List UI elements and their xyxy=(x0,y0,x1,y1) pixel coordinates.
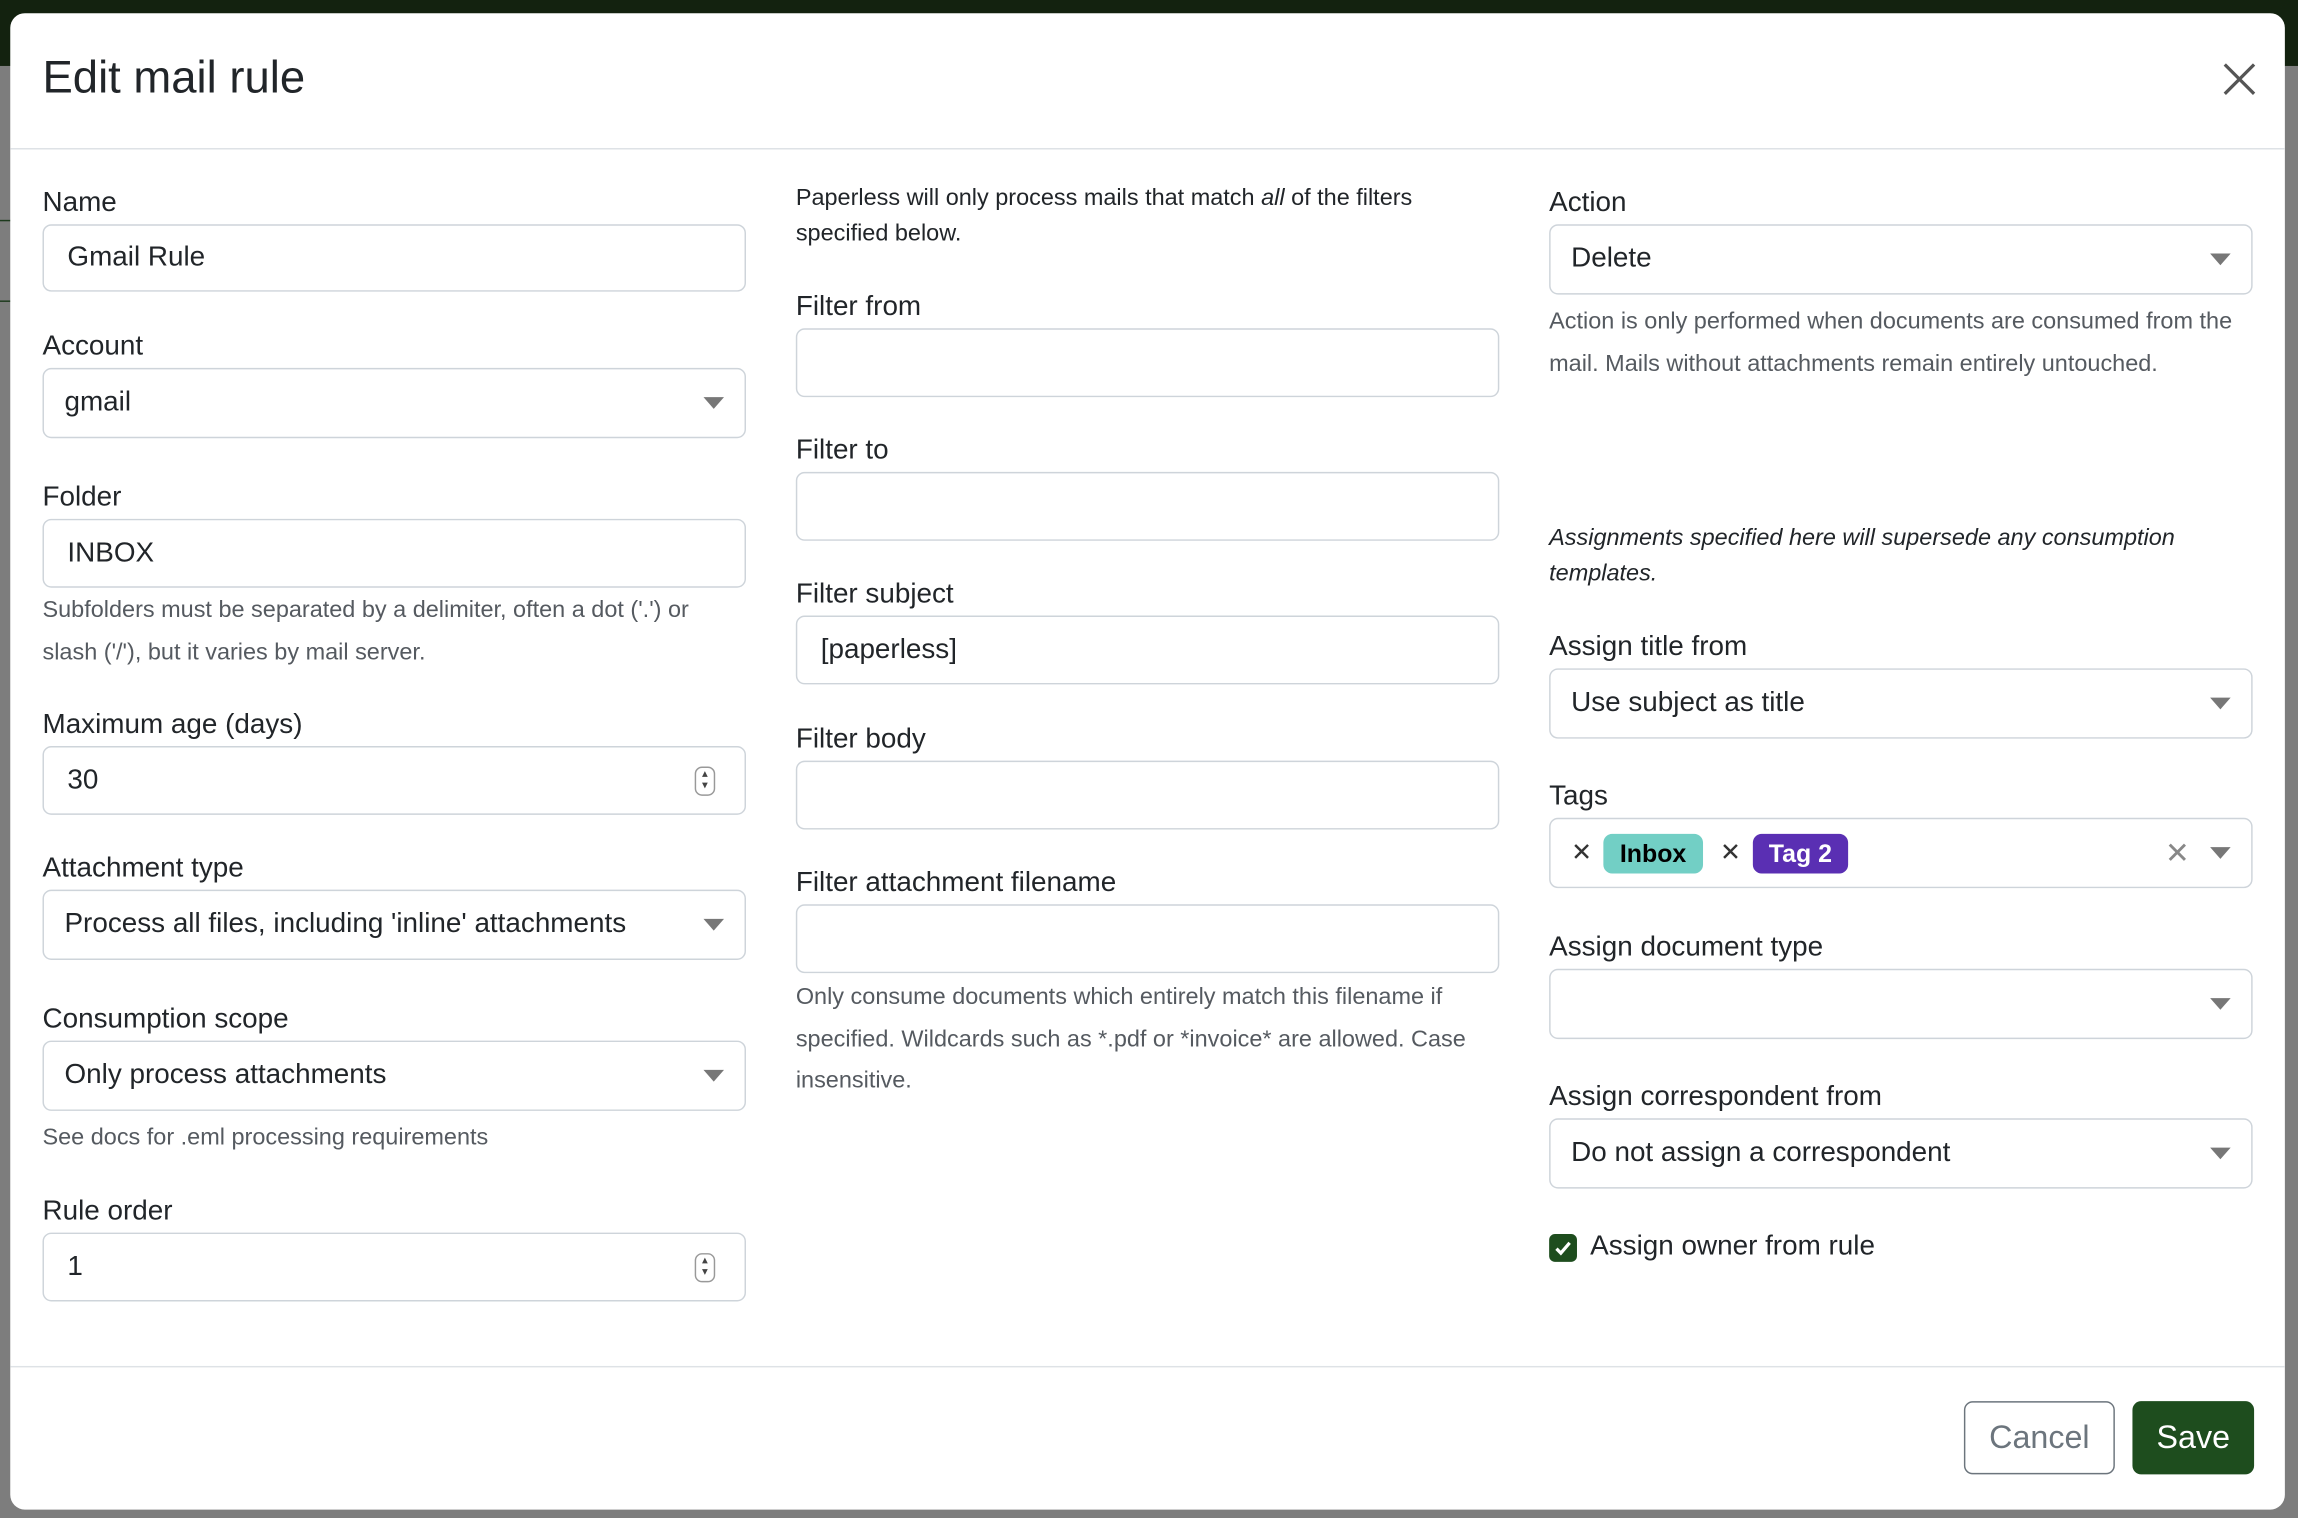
doc-type-label: Assign document type xyxy=(1549,932,1824,963)
filter-subject-input[interactable]: [paperless] xyxy=(795,615,1500,685)
attachment-type-select[interactable]: Process all files, including 'inline' at… xyxy=(42,889,746,960)
filters-intro: Paperless will only process mails that m… xyxy=(796,182,1499,252)
max-age-label: Maximum age (days) xyxy=(42,709,303,741)
assign-title-select[interactable]: Use subject as title xyxy=(1549,668,2253,739)
remove-tag-icon[interactable]: ✕ xyxy=(1571,838,1593,867)
edit-mail-rule-dialog: Edit mail rule Name Gmail Rule Account g… xyxy=(10,13,2285,1510)
filter-attachment-input[interactable] xyxy=(795,904,1500,974)
folder-input[interactable]: INBOX xyxy=(42,518,746,588)
filter-to-input[interactable] xyxy=(795,471,1500,541)
chevron-down-icon xyxy=(703,397,725,409)
tags-select[interactable]: ✕ Inbox ✕ Tag 2 ✕ xyxy=(1549,817,2253,889)
filter-attachment-help: Only consume documents which entirely ma… xyxy=(795,984,1466,1094)
max-age-input[interactable]: 30 ▴ ▾ xyxy=(42,745,746,815)
chevron-down-icon xyxy=(2210,1147,2231,1160)
cancel-button[interactable]: Cancel xyxy=(1963,1401,2115,1475)
name-value: Gmail Rule xyxy=(67,241,206,273)
chevron-down-icon xyxy=(2210,253,2231,266)
chevron-down-icon xyxy=(703,1069,725,1082)
tag-inbox: Inbox xyxy=(1603,833,1703,873)
folder-value: INBOX xyxy=(67,537,155,568)
intro-text: of the filters specified below. xyxy=(795,186,1413,247)
folder-help: Subfolders must be separated by a delimi… xyxy=(42,597,689,665)
action-label: Action xyxy=(1549,187,1627,219)
account-select[interactable]: gmail xyxy=(42,367,746,439)
close-icon[interactable] xyxy=(2220,60,2258,98)
stepper-icon[interactable]: ▴ ▾ xyxy=(694,766,716,796)
owner-checkbox-label[interactable]: Assign owner from rule xyxy=(1590,1231,1875,1262)
rule-order-input[interactable]: 1 ▴ ▾ xyxy=(42,1232,746,1302)
backdrop-divider xyxy=(0,219,12,222)
filter-from-label: Filter from xyxy=(795,291,922,323)
backdrop-divider xyxy=(0,300,12,302)
doc-type-select[interactable] xyxy=(1549,968,2253,1040)
correspondent-select[interactable]: Do not assign a correspondent xyxy=(1549,1118,2253,1189)
filter-to-label: Filter to xyxy=(795,435,889,467)
assign-title-label: Assign title from xyxy=(1549,631,1748,663)
filter-subject-value: [paperless] xyxy=(820,633,957,665)
owner-checkbox[interactable] xyxy=(1549,1234,1577,1262)
folder-label: Folder xyxy=(42,482,122,513)
consumption-scope-help: See docs for .eml processing requirement… xyxy=(42,1125,489,1151)
dialog-title: Edit mail rule xyxy=(42,51,306,103)
stepper-icon[interactable]: ▴ ▾ xyxy=(694,1253,716,1283)
name-input[interactable]: Gmail Rule xyxy=(42,224,746,292)
clear-all-icon[interactable]: ✕ xyxy=(2165,838,2190,871)
filter-attachment-label: Filter attachment filename xyxy=(795,867,1117,899)
action-select[interactable]: Delete xyxy=(1549,224,2253,295)
remove-tag-icon[interactable]: ✕ xyxy=(1720,838,1741,867)
rule-order-label: Rule order xyxy=(42,1195,173,1227)
correspondent-label: Assign correspondent from xyxy=(1549,1081,1882,1113)
filter-from-input[interactable] xyxy=(795,328,1500,398)
chevron-down-icon xyxy=(2210,998,2231,1010)
consumption-scope-select[interactable]: Only process attachments xyxy=(42,1040,746,1111)
rule-order-value: 1 xyxy=(67,1250,83,1282)
account-value: gmail xyxy=(64,386,132,418)
filter-subject-label: Filter subject xyxy=(795,578,954,610)
filter-body-input[interactable] xyxy=(795,760,1500,830)
chevron-down-icon xyxy=(2210,697,2231,710)
intro-text: Paperless will only process mails that m… xyxy=(795,186,1262,212)
assignments-note: Assignments specified here will supersed… xyxy=(1549,526,2175,587)
name-label: Name xyxy=(42,187,117,219)
save-button[interactable]: Save xyxy=(2132,1401,2255,1475)
footer-divider xyxy=(10,1365,2285,1368)
checkmark-icon xyxy=(1555,1241,1571,1256)
attachment-type-label: Attachment type xyxy=(42,852,244,884)
max-age-value: 30 xyxy=(67,764,99,796)
attachment-type-value: Process all files, including 'inline' at… xyxy=(64,908,627,940)
consumption-scope-label: Consumption scope xyxy=(42,1003,289,1035)
tag-tag-2: Tag 2 xyxy=(1752,833,1849,873)
intro-emphasis: all xyxy=(1261,186,1285,212)
correspondent-value: Do not assign a correspondent xyxy=(1571,1137,1951,1169)
filter-body-label: Filter body xyxy=(795,724,926,755)
assign-title-value: Use subject as title xyxy=(1571,687,1805,719)
consumption-scope-value: Only process attachments xyxy=(64,1059,387,1091)
header-divider xyxy=(10,148,2285,150)
account-label: Account xyxy=(42,331,144,363)
action-help: Action is only performed when documents … xyxy=(1549,309,2233,376)
tags-label: Tags xyxy=(1549,781,1608,812)
chevron-down-icon xyxy=(2210,847,2231,859)
action-value: Delete xyxy=(1571,243,1652,275)
chevron-down-icon xyxy=(703,918,725,931)
